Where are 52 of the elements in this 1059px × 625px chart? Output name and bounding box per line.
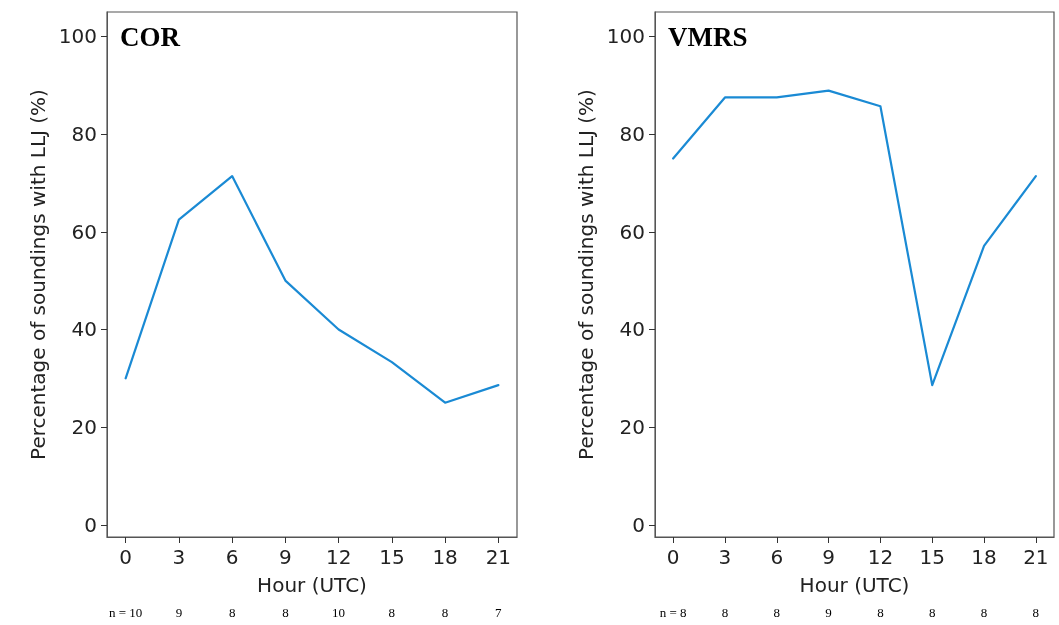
x-tick-label: 0 bbox=[666, 545, 680, 569]
x-tick-label: 21 bbox=[485, 545, 512, 569]
x-tick-label: 21 bbox=[1023, 545, 1049, 569]
y-tick-label: 60 bbox=[71, 219, 97, 244]
text: 8 bbox=[721, 604, 729, 620]
text: 8 bbox=[441, 604, 449, 620]
text: 8 bbox=[877, 604, 884, 620]
text: n = 8 bbox=[659, 604, 687, 620]
line-series bbox=[124, 174, 500, 404]
text: 8 bbox=[282, 604, 289, 620]
y-tick-label: 20 bbox=[71, 415, 97, 440]
y-tick-label: 80 bbox=[71, 122, 97, 147]
text: 7 bbox=[495, 604, 503, 620]
x-tick-label: 9 bbox=[279, 545, 292, 569]
x-tick-label: 12 bbox=[325, 545, 352, 569]
text: 8 bbox=[1032, 604, 1040, 620]
y-tick-label: 40 bbox=[71, 317, 97, 342]
x-tick-label: 18 bbox=[432, 545, 458, 569]
text: 9 bbox=[175, 604, 183, 620]
text: 8 bbox=[928, 604, 936, 620]
x-tick-label: 12 bbox=[867, 545, 894, 569]
y-tick-label: 80 bbox=[619, 122, 645, 147]
text: 10 bbox=[332, 604, 346, 620]
x-tick-label: 3 bbox=[172, 545, 186, 569]
y-axis-title: Percentage of soundings with LLJ (%) bbox=[573, 89, 598, 460]
text: 8 bbox=[773, 604, 781, 620]
x-tick-label: 15 bbox=[919, 545, 945, 569]
x-axis-title: Hour (UTC) bbox=[257, 573, 367, 597]
text: n = 10 bbox=[108, 604, 143, 620]
x-tick-label: 15 bbox=[379, 545, 405, 569]
y-tick-label: 20 bbox=[619, 415, 645, 440]
y-tick-label: 60 bbox=[619, 219, 645, 244]
x-tick-label: 3 bbox=[718, 545, 732, 569]
y-tick-label: 40 bbox=[619, 317, 645, 342]
y-axis-title: Percentage of soundings with LLJ (%) bbox=[25, 89, 50, 460]
x-tick-label: 0 bbox=[119, 545, 132, 569]
text: 9 bbox=[825, 604, 832, 620]
text: 8 bbox=[388, 604, 396, 620]
x-axis-title: Hour (UTC) bbox=[799, 573, 910, 597]
y-tick-label: 100 bbox=[58, 24, 97, 49]
chart-title: VMRS bbox=[668, 21, 748, 52]
y-tick-label: 0 bbox=[632, 512, 645, 537]
text: 8 bbox=[228, 604, 236, 620]
x-tick-label: 6 bbox=[770, 545, 784, 569]
line-series bbox=[672, 89, 1037, 387]
x-tick-label: 18 bbox=[971, 545, 997, 569]
x-tick-label: 9 bbox=[822, 545, 835, 569]
y-tick-label: 100 bbox=[606, 24, 645, 49]
y-tick-label: 0 bbox=[84, 512, 97, 537]
text: 8 bbox=[980, 604, 988, 620]
chart-title: COR bbox=[120, 21, 181, 52]
x-tick-label: 6 bbox=[225, 545, 239, 569]
